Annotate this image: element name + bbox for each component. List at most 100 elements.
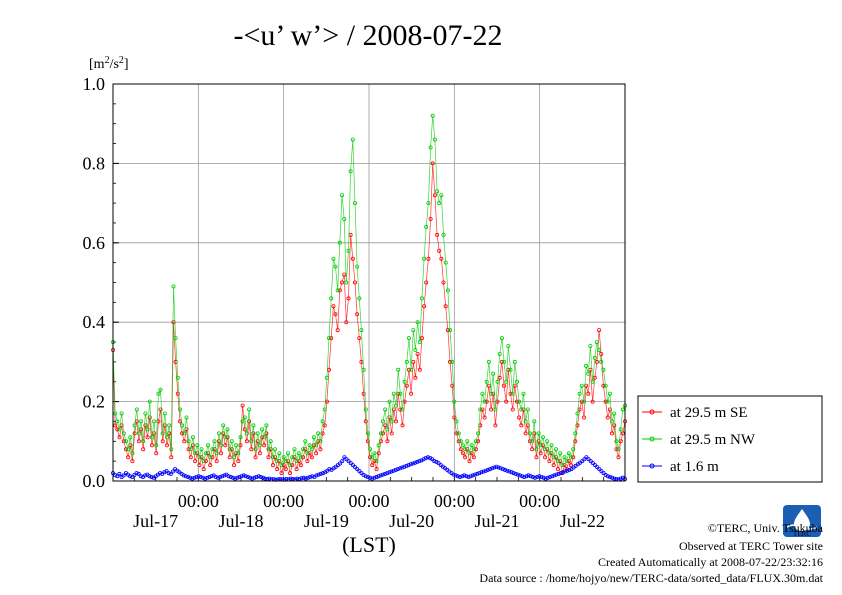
data-point [295, 476, 300, 481]
data-point [424, 280, 429, 285]
data-point [262, 443, 267, 448]
data-point [428, 145, 433, 150]
data-point [404, 383, 409, 388]
data-point [489, 391, 494, 396]
data-point [145, 427, 150, 432]
data-point [616, 455, 621, 460]
data-point [432, 137, 437, 142]
data-point [141, 447, 146, 452]
data-point [387, 399, 392, 404]
x-tick-time-label: 00:00 [434, 491, 475, 511]
data-point [169, 455, 174, 460]
data-point [497, 351, 502, 356]
data-point [139, 419, 144, 424]
data-point [292, 447, 297, 452]
data-point [404, 359, 409, 364]
data-point [309, 455, 314, 460]
data-point [251, 423, 256, 428]
y-tick-label: 0.8 [83, 153, 106, 173]
data-point [376, 443, 381, 448]
data-point [437, 248, 442, 253]
data-point [562, 463, 567, 468]
data-point [558, 451, 563, 456]
x-tick-date-label: Jul-18 [219, 511, 264, 531]
legend-label: at 1.6 m [670, 459, 719, 475]
data-point [413, 375, 418, 380]
data-point [311, 435, 316, 440]
data-point [409, 367, 414, 372]
data-point [223, 435, 228, 440]
data-point [460, 443, 465, 448]
data-point [160, 439, 165, 444]
data-point [257, 451, 262, 456]
data-point [301, 447, 306, 452]
data-point [594, 340, 599, 345]
data-point [322, 407, 327, 412]
data-point [272, 447, 277, 452]
data-point [549, 443, 554, 448]
data-point [166, 471, 171, 476]
data-point [512, 359, 517, 364]
data-point [484, 399, 489, 404]
data-point [143, 411, 148, 416]
data-point [430, 113, 435, 118]
data-point [584, 383, 589, 388]
data-point [303, 439, 308, 444]
data-point [539, 474, 544, 479]
data-point [113, 411, 118, 416]
chart-title: -<u’ w’> / 2008-07-22 [233, 19, 502, 52]
data-point [244, 439, 249, 444]
data-point [368, 447, 373, 452]
data-point [298, 463, 303, 468]
data-point [540, 435, 545, 440]
data-point [505, 468, 510, 473]
data-point [154, 451, 159, 456]
data-point [398, 391, 403, 396]
data-point [451, 472, 456, 477]
data-point [199, 447, 204, 452]
data-point [348, 461, 353, 466]
data-point [603, 399, 608, 404]
data-point [184, 415, 189, 420]
data-point [484, 379, 489, 384]
data-point [260, 475, 265, 480]
data-point [192, 475, 197, 480]
data-point [605, 415, 610, 420]
data-point [318, 447, 323, 452]
data-point [426, 256, 431, 261]
x-tick-time-label: 00:00 [519, 491, 560, 511]
data-point [346, 248, 351, 253]
data-point [496, 465, 501, 470]
data-point [329, 296, 334, 301]
legend-swatch-marker [649, 436, 655, 442]
terc-logo: TERC [783, 505, 821, 538]
data-point [523, 431, 528, 436]
data-point [415, 459, 420, 464]
plot-frame [112, 83, 626, 482]
data-point [490, 466, 495, 471]
data-point [553, 447, 558, 452]
data-point [610, 419, 615, 424]
data-point [374, 467, 379, 472]
data-point [457, 474, 462, 479]
data-point [447, 328, 452, 333]
data-point [393, 403, 398, 408]
data-point [487, 467, 492, 472]
data-point [268, 439, 273, 444]
data-point [603, 383, 608, 388]
data-point [126, 447, 131, 452]
data-point [573, 439, 578, 444]
data-point [281, 455, 286, 460]
data-point [506, 343, 511, 348]
data-point [447, 359, 452, 364]
data-point [310, 474, 315, 479]
data-point [460, 451, 465, 456]
data-point [115, 427, 120, 432]
data-point [452, 399, 457, 404]
data-point [485, 467, 490, 472]
data-point [532, 419, 537, 424]
data-point [391, 407, 396, 412]
data-point [593, 463, 598, 468]
data-point [314, 473, 319, 478]
data-point [218, 451, 223, 456]
